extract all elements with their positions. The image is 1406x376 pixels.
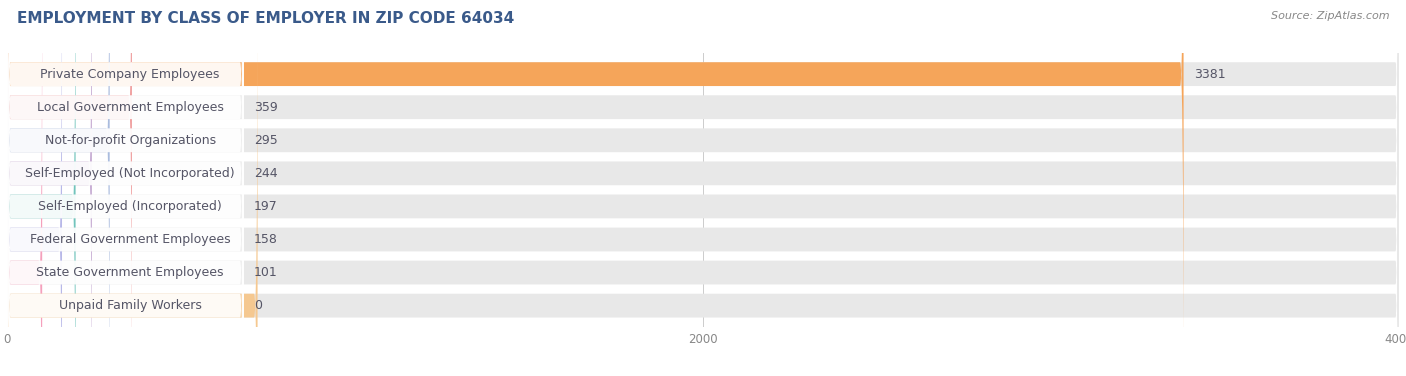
FancyBboxPatch shape: [7, 0, 1399, 376]
Text: 244: 244: [254, 167, 278, 180]
Text: Local Government Employees: Local Government Employees: [37, 101, 224, 114]
Text: 101: 101: [254, 266, 278, 279]
FancyBboxPatch shape: [7, 0, 243, 376]
FancyBboxPatch shape: [7, 0, 1399, 376]
Text: Unpaid Family Workers: Unpaid Family Workers: [59, 299, 201, 312]
FancyBboxPatch shape: [7, 0, 243, 376]
FancyBboxPatch shape: [7, 0, 257, 376]
Text: Self-Employed (Not Incorporated): Self-Employed (Not Incorporated): [25, 167, 235, 180]
FancyBboxPatch shape: [7, 0, 243, 376]
FancyBboxPatch shape: [7, 0, 62, 376]
Text: Source: ZipAtlas.com: Source: ZipAtlas.com: [1271, 11, 1389, 21]
Text: 158: 158: [254, 233, 278, 246]
FancyBboxPatch shape: [7, 0, 110, 376]
Text: Self-Employed (Incorporated): Self-Employed (Incorporated): [38, 200, 222, 213]
FancyBboxPatch shape: [7, 0, 1399, 376]
FancyBboxPatch shape: [7, 0, 1399, 376]
Text: 295: 295: [254, 134, 278, 147]
Text: 197: 197: [254, 200, 278, 213]
Text: State Government Employees: State Government Employees: [37, 266, 224, 279]
FancyBboxPatch shape: [7, 0, 243, 376]
FancyBboxPatch shape: [7, 0, 42, 376]
FancyBboxPatch shape: [7, 0, 243, 376]
Text: 359: 359: [254, 101, 278, 114]
FancyBboxPatch shape: [7, 0, 132, 376]
FancyBboxPatch shape: [7, 0, 243, 376]
Text: 3381: 3381: [1194, 68, 1226, 80]
FancyBboxPatch shape: [7, 0, 1399, 376]
FancyBboxPatch shape: [7, 0, 1399, 376]
FancyBboxPatch shape: [7, 0, 1399, 376]
Text: Federal Government Employees: Federal Government Employees: [30, 233, 231, 246]
FancyBboxPatch shape: [7, 0, 1399, 376]
FancyBboxPatch shape: [7, 0, 243, 376]
FancyBboxPatch shape: [7, 0, 91, 376]
Text: Not-for-profit Organizations: Not-for-profit Organizations: [45, 134, 215, 147]
Text: EMPLOYMENT BY CLASS OF EMPLOYER IN ZIP CODE 64034: EMPLOYMENT BY CLASS OF EMPLOYER IN ZIP C…: [17, 11, 515, 26]
FancyBboxPatch shape: [7, 0, 243, 376]
FancyBboxPatch shape: [7, 0, 1184, 376]
Text: Private Company Employees: Private Company Employees: [41, 68, 219, 80]
Text: 0: 0: [254, 299, 262, 312]
FancyBboxPatch shape: [7, 0, 76, 376]
